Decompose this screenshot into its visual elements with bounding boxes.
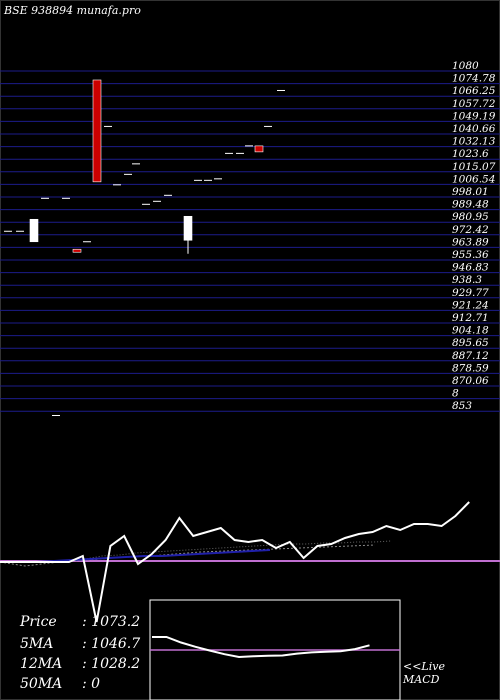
price-stat: Price: 1073.2 xyxy=(20,614,141,630)
y-tick-label: 1049.19 xyxy=(452,110,496,122)
ma5-value: 1046.7 xyxy=(91,636,141,652)
y-tick-label: 1023.6 xyxy=(452,148,489,160)
ma50-value: 0 xyxy=(91,676,101,692)
ma12-stat: 12MA: 1028.2 xyxy=(20,656,141,672)
y-tick-label: 1066.25 xyxy=(452,85,496,97)
y-tick-label: 921.24 xyxy=(452,299,489,311)
candle-body xyxy=(29,218,39,243)
y-tick-label: 929.77 xyxy=(452,287,489,299)
y-tick-label: 8 xyxy=(452,388,459,400)
y-tick-label: 980.95 xyxy=(452,211,489,223)
macd-line xyxy=(152,636,370,659)
candle-body xyxy=(92,79,102,183)
candle-body xyxy=(254,145,264,153)
y-tick-label: 938.3 xyxy=(452,274,482,286)
ma50-label: 50MA xyxy=(20,676,63,692)
y-tick-label: 955.36 xyxy=(452,249,489,261)
ma12-value: 1028.2 xyxy=(91,656,141,672)
ma5-label: 5MA xyxy=(20,636,54,652)
y-tick-label: 878.59 xyxy=(452,362,489,374)
y-tick-label: 998.01 xyxy=(452,186,489,198)
y-tick-label: 887.12 xyxy=(452,350,489,362)
ma50-stat: 50MA: 0 xyxy=(20,676,101,692)
y-tick-label: 1074.78 xyxy=(452,73,496,85)
chart-header: BSE 938894 munafa.pro xyxy=(3,4,141,17)
ma12-label: 12MA xyxy=(20,656,63,672)
ma5-stat: 5MA: 1046.7 xyxy=(20,636,141,652)
y-tick-label: 963.89 xyxy=(452,236,489,248)
y-tick-label: 870.06 xyxy=(452,375,489,387)
y-tick-label: 895.65 xyxy=(452,337,489,349)
y-tick-label: 1015.07 xyxy=(452,161,496,173)
price-label: Price xyxy=(20,614,57,630)
candle-body xyxy=(183,215,193,241)
indicator-white-line xyxy=(0,501,470,623)
y-tick-label: 972.42 xyxy=(452,224,489,236)
y-tick-label: 946.83 xyxy=(452,262,489,274)
y-tick-label: 1040.66 xyxy=(452,123,496,135)
price-value: 1073.2 xyxy=(91,614,141,630)
live-macd-caption: <<Live MACD xyxy=(403,660,445,686)
y-tick-label: 1032.13 xyxy=(452,136,496,148)
live-label: <<Live xyxy=(403,660,445,673)
y-tick-label: 912.71 xyxy=(452,312,489,324)
y-tick-label: 853 xyxy=(452,400,472,412)
y-tick-label: 904.18 xyxy=(452,325,489,337)
y-tick-label: 1057.72 xyxy=(452,98,496,110)
y-tick-label: 1080 xyxy=(452,60,479,72)
y-tick-label: 989.48 xyxy=(452,199,489,211)
candle-body xyxy=(72,248,82,253)
macd-label: MACD xyxy=(403,673,440,686)
indicator-dark-lower-line xyxy=(0,544,376,567)
y-tick-label: 1006.54 xyxy=(452,173,495,185)
